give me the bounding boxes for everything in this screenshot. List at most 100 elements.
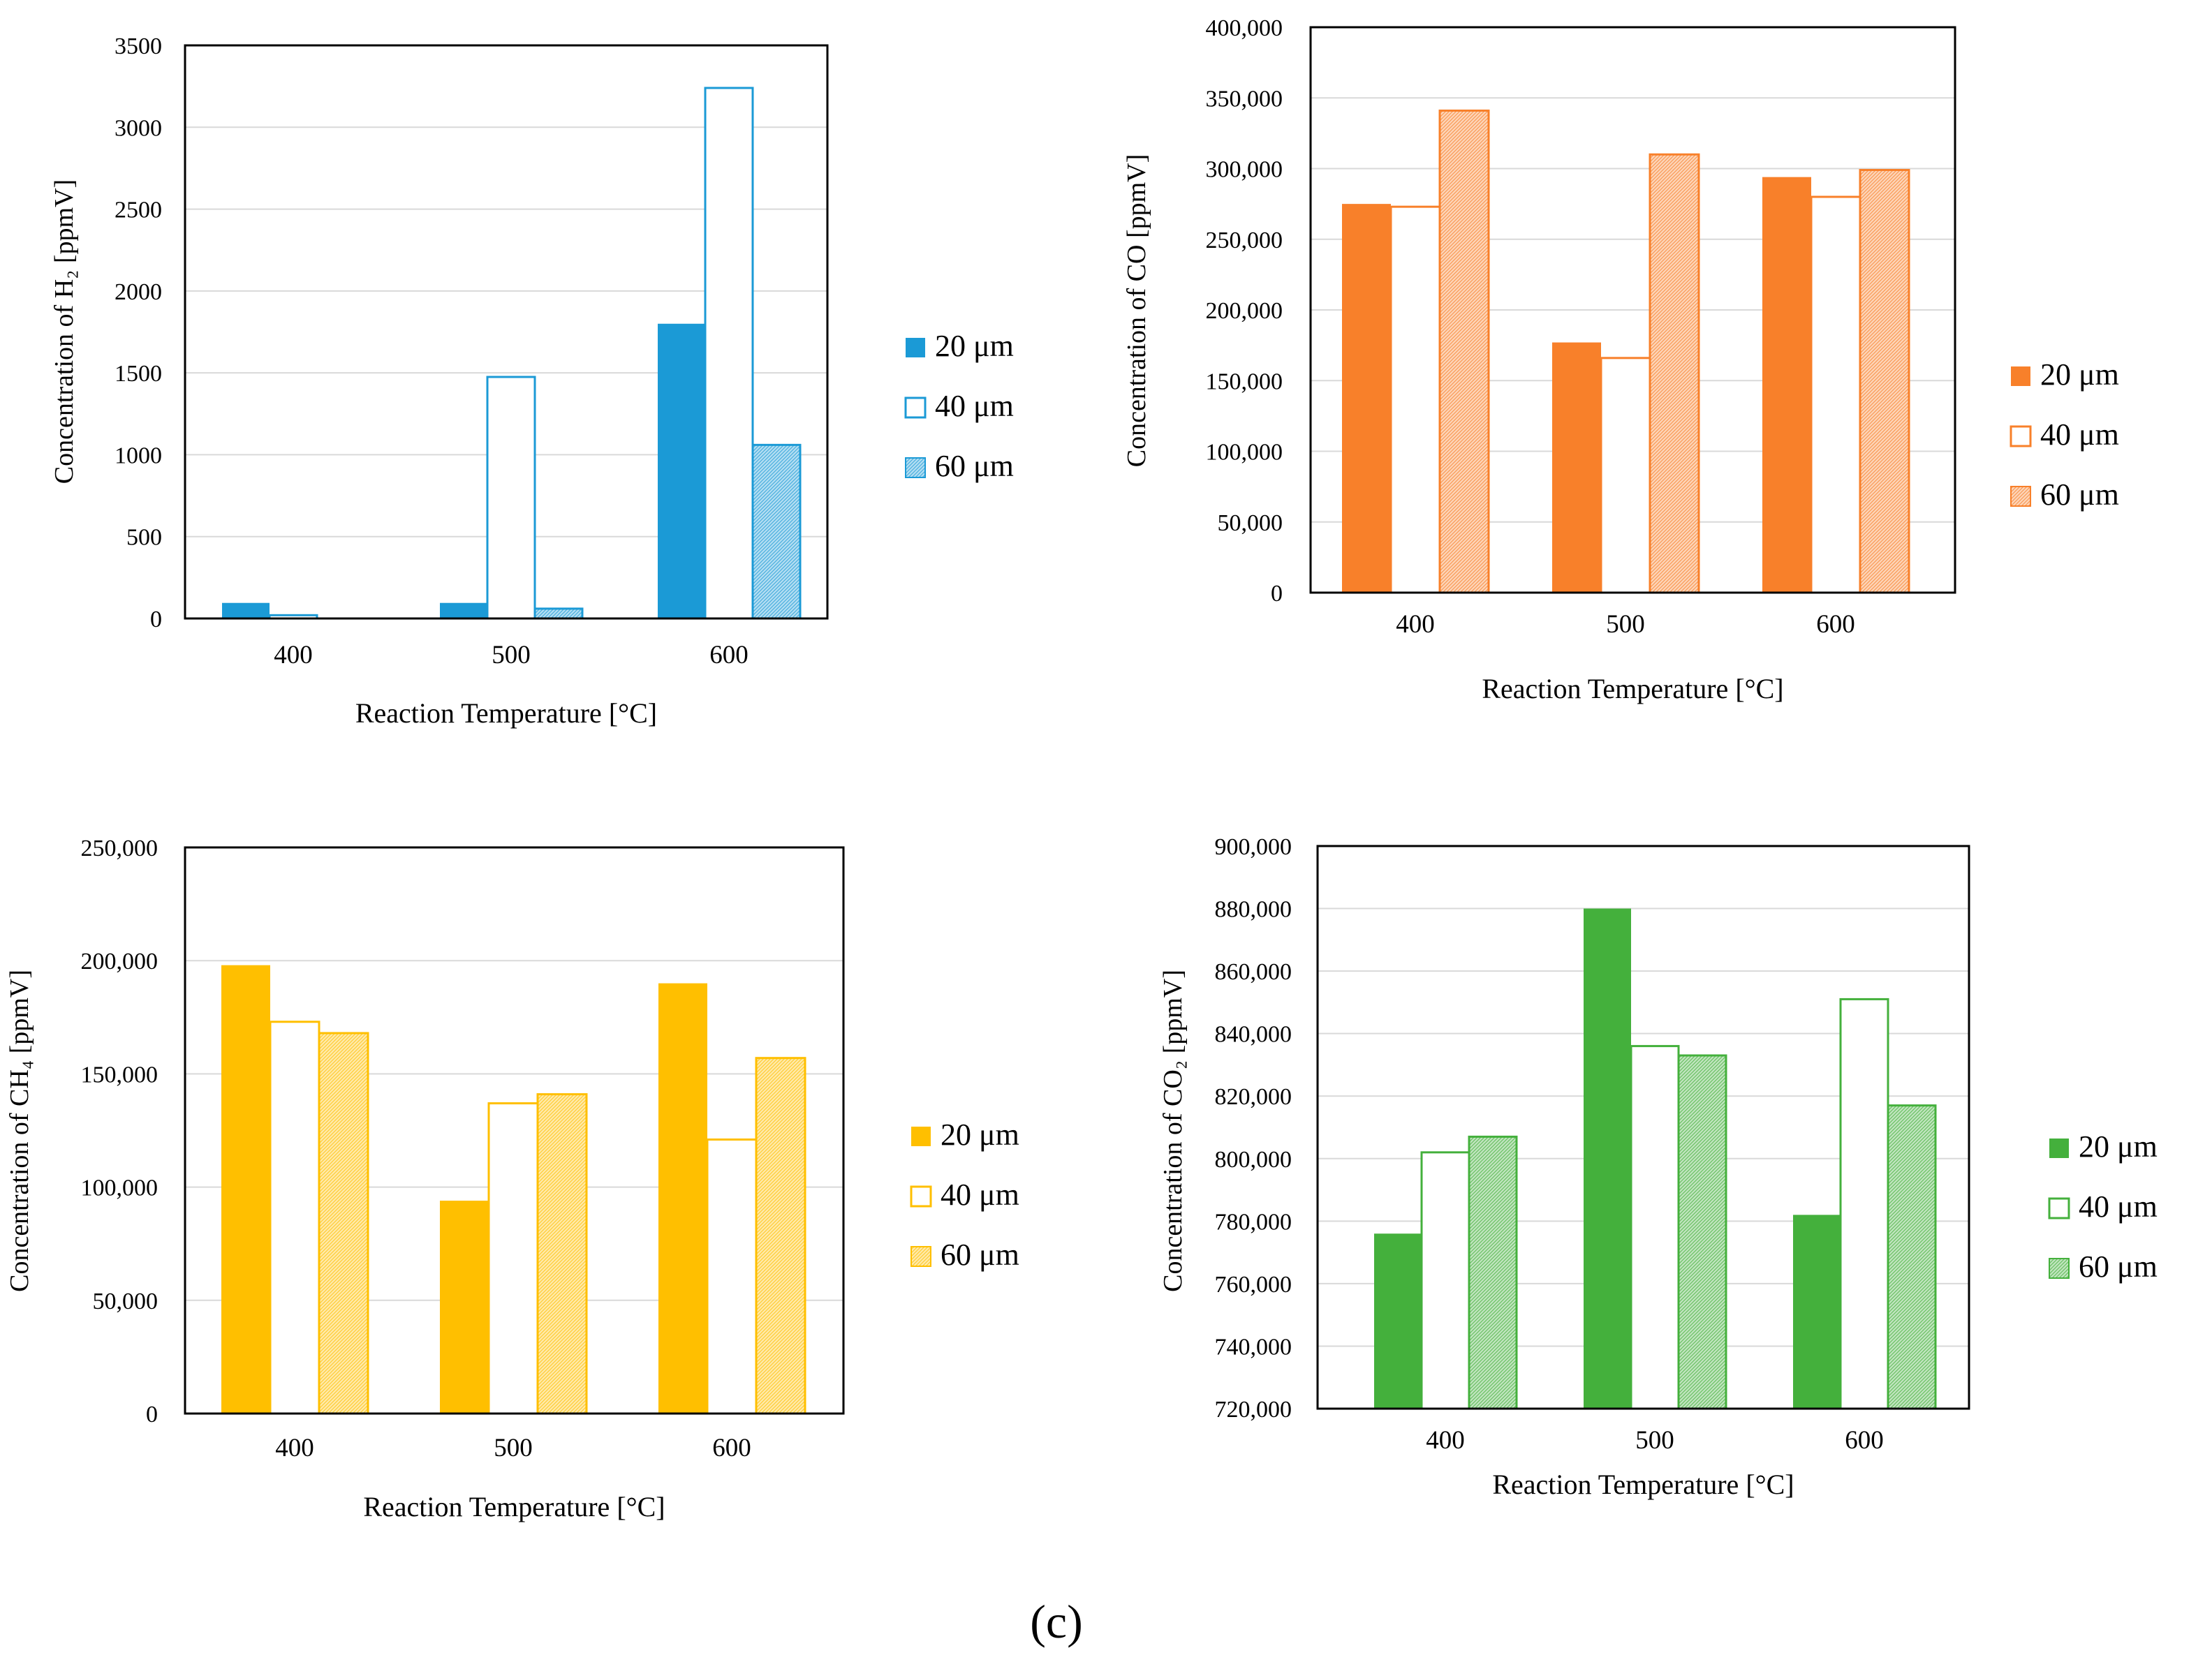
h2-ytick-label: 2000 bbox=[115, 279, 162, 305]
ch4-ytick-label: 200,000 bbox=[81, 949, 158, 974]
ch4-ytick-label: 100,000 bbox=[81, 1176, 158, 1201]
h2-legend-swatch-40um bbox=[904, 396, 927, 419]
co2-legend-swatch-20um bbox=[2049, 1139, 2069, 1158]
co-plot-frame bbox=[1309, 26, 1956, 594]
h2-bar-20um-500 bbox=[440, 602, 487, 618]
ch4-ytick-label: 150,000 bbox=[81, 1062, 158, 1088]
h2-xtick-label: 400 bbox=[274, 641, 313, 669]
co2-bar-20um-400 bbox=[1374, 1233, 1422, 1409]
ch4-x-axis-title: Reaction Temperature [°C] bbox=[363, 1491, 665, 1522]
co-ytick-label: 50,000 bbox=[1218, 510, 1283, 536]
h2-bar-40um-500 bbox=[486, 376, 536, 620]
h2-ytick-label: 2500 bbox=[115, 198, 162, 223]
co2-plot-frame bbox=[1316, 845, 1970, 1410]
h2-bar-60um-500 bbox=[533, 607, 584, 620]
h2-ytick-label: 3500 bbox=[115, 34, 162, 59]
co2-ytick-label: 840,000 bbox=[1215, 1022, 1292, 1048]
co2-y-axis-title: Concentration of CO₂ [ppmV] bbox=[1158, 970, 1188, 1292]
co2-bar-60um-500 bbox=[1677, 1054, 1727, 1410]
h2-bar-60um-600 bbox=[751, 443, 802, 620]
ch4-legend-swatch-20um bbox=[911, 1127, 931, 1146]
co2-ytick-label: 740,000 bbox=[1215, 1334, 1292, 1360]
co-legend-label: 20 μm bbox=[2040, 357, 2119, 392]
co2-bar-60um-400 bbox=[1468, 1135, 1518, 1410]
co2-ytick-label: 720,000 bbox=[1215, 1397, 1292, 1423]
co2-legend-swatch-60um bbox=[2049, 1258, 2070, 1279]
h2-chart: 0 500 1000 1500 2000 2500 3000 3500 400 500 600 Rea… bbox=[50, 34, 1014, 729]
co-ytick-label: 300,000 bbox=[1206, 157, 1283, 183]
ch4-plot-frame bbox=[184, 846, 845, 1415]
ch4-legend-label: 40 μm bbox=[941, 1178, 1019, 1212]
h2-ytick-label: 1500 bbox=[115, 361, 162, 387]
ch4-ytick-label: 0 bbox=[146, 1402, 158, 1427]
co-legend-swatch-20um bbox=[2011, 366, 2030, 386]
co-bar-40um-500 bbox=[1600, 357, 1651, 594]
co-bar-20um-400 bbox=[1342, 204, 1391, 593]
co2-ytick-label: 760,000 bbox=[1215, 1272, 1292, 1298]
co-ytick-label: 150,000 bbox=[1206, 369, 1283, 394]
h2-bar-20um-400 bbox=[222, 602, 270, 618]
ch4-ytick-label: 50,000 bbox=[93, 1289, 158, 1314]
h2-legend-label: 60 μm bbox=[935, 449, 1014, 483]
co2-legend-label: 60 μm bbox=[2079, 1249, 2158, 1284]
co-bar-60um-500 bbox=[1649, 153, 1700, 594]
co2-bar-60um-600 bbox=[1887, 1104, 1937, 1410]
co2-legend-label: 40 μm bbox=[2079, 1189, 2158, 1224]
co-bar-20um-600 bbox=[1762, 177, 1811, 593]
co-xtick-label: 400 bbox=[1396, 610, 1435, 639]
co2-ytick-label: 880,000 bbox=[1215, 897, 1292, 923]
co-x-axis-title: Reaction Temperature [°C] bbox=[1482, 673, 1783, 704]
co-bar-40um-600 bbox=[1810, 195, 1861, 594]
ch4-xtick-label: 400 bbox=[275, 1434, 314, 1462]
ch4-bar-60um-400 bbox=[318, 1032, 369, 1415]
h2-ytick-label: 1000 bbox=[115, 443, 162, 468]
panel-label: (c) bbox=[1030, 1595, 1082, 1648]
ch4-legend-swatch-40um bbox=[910, 1185, 932, 1208]
ch4-bar-20um-600 bbox=[658, 983, 707, 1414]
ch4-xtick-label: 600 bbox=[712, 1434, 751, 1462]
ch4-bar-40um-400 bbox=[269, 1021, 320, 1415]
co-ytick-label: 0 bbox=[1271, 581, 1283, 607]
co2-bar-40um-500 bbox=[1630, 1045, 1680, 1410]
h2-bar-40um-600 bbox=[704, 87, 754, 620]
co-ytick-label: 100,000 bbox=[1206, 440, 1283, 466]
h2-legend-label: 40 μm bbox=[935, 389, 1014, 423]
co-ytick-label: 400,000 bbox=[1206, 15, 1283, 41]
co-xtick-label: 600 bbox=[1816, 610, 1855, 639]
h2-ytick-label: 0 bbox=[150, 607, 162, 632]
co2-legend-label: 20 μm bbox=[2079, 1129, 2158, 1164]
co-legend-swatch-40um bbox=[2010, 425, 2032, 447]
co-ytick-label: 200,000 bbox=[1206, 298, 1283, 324]
co2-xtick-label: 400 bbox=[1426, 1426, 1465, 1455]
co2-legend-swatch-40um bbox=[2048, 1197, 2070, 1219]
co-bar-20um-500 bbox=[1552, 342, 1601, 593]
co2-bar-40um-600 bbox=[1839, 998, 1889, 1410]
co-legend-label: 60 μm bbox=[2040, 477, 2119, 512]
co-ytick-label: 350,000 bbox=[1206, 86, 1283, 112]
h2-bar-20um-600 bbox=[658, 323, 705, 618]
co-legend-swatch-60um bbox=[2010, 486, 2031, 507]
h2-legend-swatch-20um bbox=[906, 338, 925, 357]
ch4-ytick-label: 250,000 bbox=[81, 836, 158, 861]
ch4-bar-20um-400 bbox=[221, 965, 270, 1414]
h2-ytick-label: 3000 bbox=[115, 115, 162, 141]
co2-ytick-label: 800,000 bbox=[1215, 1147, 1292, 1173]
ch4-bar-20um-500 bbox=[440, 1201, 489, 1414]
ch4-legend-label: 60 μm bbox=[941, 1238, 1019, 1272]
ch4-bar-40um-500 bbox=[487, 1102, 539, 1415]
ch4-legend-label: 20 μm bbox=[941, 1118, 1019, 1152]
co2-ytick-label: 820,000 bbox=[1215, 1084, 1292, 1110]
co2-ytick-label: 860,000 bbox=[1215, 959, 1292, 985]
ch4-y-axis-title: Concentration of CH₄ [ppmV] bbox=[5, 970, 34, 1292]
co2-bar-20um-600 bbox=[1793, 1215, 1841, 1409]
h2-xtick-label: 600 bbox=[709, 641, 749, 669]
co2-chart: 720,000 740,000 760,000 780,000 800,000 820,0… bbox=[1158, 834, 2158, 1500]
co2-bar-20um-500 bbox=[1584, 908, 1631, 1409]
co-bar-60um-600 bbox=[1859, 169, 1910, 594]
co-legend-label: 40 μm bbox=[2040, 417, 2119, 452]
co2-xtick-label: 600 bbox=[1845, 1426, 1884, 1455]
co2-ytick-label: 900,000 bbox=[1215, 834, 1292, 860]
ch4-xtick-label: 500 bbox=[494, 1434, 533, 1462]
h2-ytick-label: 500 bbox=[126, 525, 162, 551]
